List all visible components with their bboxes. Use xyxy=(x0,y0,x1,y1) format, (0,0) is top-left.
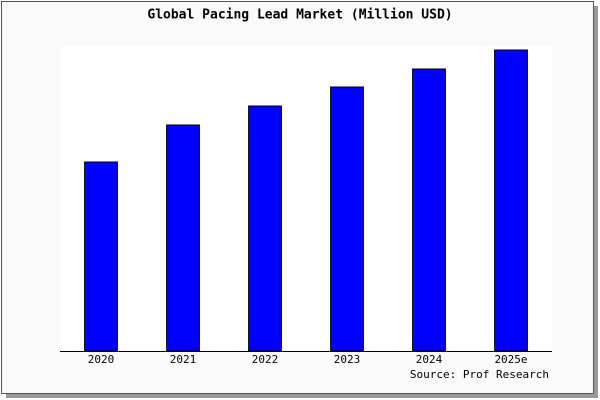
bar xyxy=(166,124,200,352)
x-tick-label: 2021 xyxy=(170,353,197,366)
x-tick-label: 2020 xyxy=(88,353,115,366)
plot-area xyxy=(60,47,552,351)
bar xyxy=(330,86,364,352)
source-note: Source: Prof Research xyxy=(410,368,549,381)
bar xyxy=(494,49,528,352)
bar xyxy=(248,105,282,352)
bar xyxy=(412,68,446,352)
x-tick-label: 2022 xyxy=(252,353,279,366)
x-tick-label: 2023 xyxy=(334,353,361,366)
chart-title: Global Pacing Lead Market (Million USD) xyxy=(147,8,452,23)
x-tick-label: 2024 xyxy=(416,353,443,366)
bar xyxy=(84,161,118,352)
x-tick-label: 2025e xyxy=(494,353,527,366)
